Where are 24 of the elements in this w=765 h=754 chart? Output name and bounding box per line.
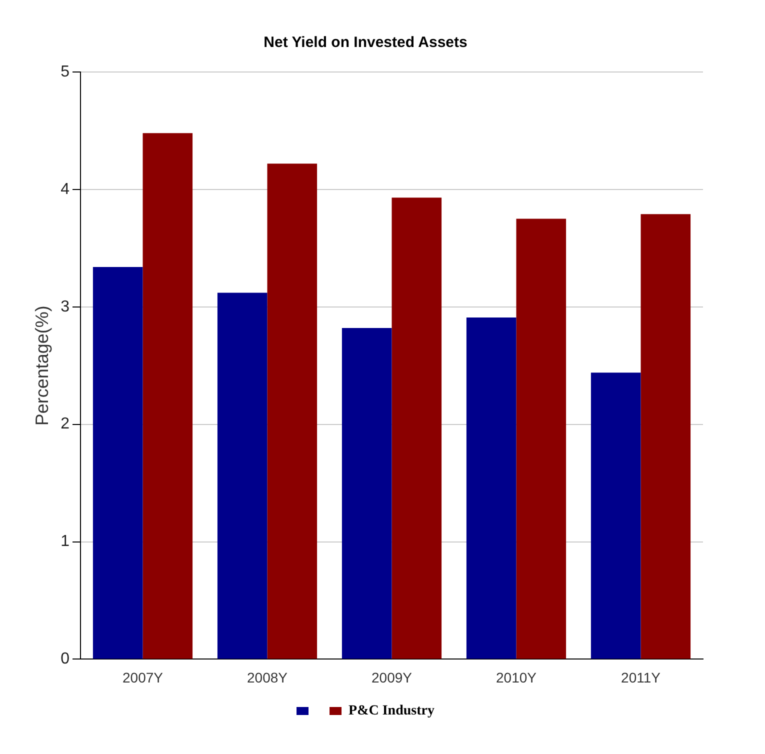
bar (516, 218, 566, 659)
bar (342, 328, 392, 659)
y-tick-label: 5 (60, 63, 70, 80)
x-tick-label: 2009Y (372, 669, 413, 686)
bar (466, 317, 516, 659)
x-tick-label: 2011Y (621, 669, 662, 686)
chart-title: Net Yield on Invested Assets (264, 34, 468, 52)
bar (640, 214, 691, 659)
y-tick-label: 0 (60, 650, 70, 668)
y-tick-label: 1 (60, 533, 70, 550)
bar (92, 266, 143, 659)
bar (392, 198, 442, 659)
bar (267, 164, 318, 659)
x-tick-label: 2007Y (122, 669, 164, 686)
legend-label: P&C Industry (348, 704, 434, 719)
bar (142, 133, 193, 659)
y-tick-label: 2 (60, 416, 70, 433)
y-tick-label: 3 (60, 298, 70, 316)
bar (590, 372, 641, 659)
y-tick-label: 4 (60, 180, 70, 198)
bar (217, 292, 268, 659)
x-tick-label: 2010Y (496, 669, 538, 686)
x-tick-label: 2008Y (247, 669, 288, 686)
y-axis-title: Percentage(%) (32, 306, 52, 426)
